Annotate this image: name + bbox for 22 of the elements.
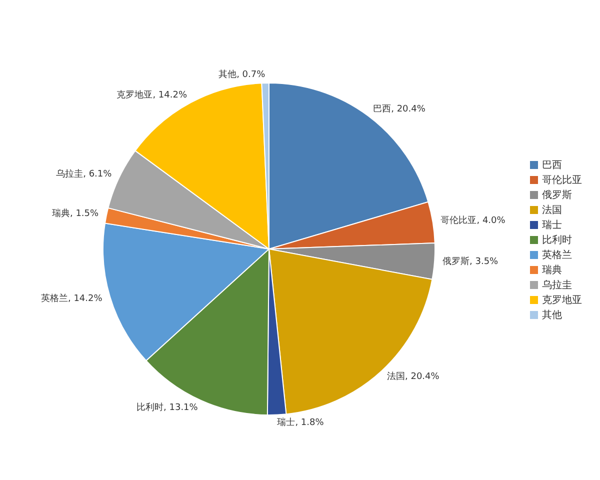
legend-label: 巴西	[542, 160, 562, 170]
data-label: 乌拉圭, 6.1%	[56, 168, 112, 180]
data-label: 俄罗斯, 3.5%	[442, 256, 499, 267]
data-label: 瑞士, 1.8%	[277, 416, 324, 428]
data-label: 法国, 20.4%	[387, 370, 440, 382]
data-label: 克罗地亚, 14.2%	[116, 90, 188, 101]
legend-label: 瑞典	[542, 264, 562, 276]
data-label: 瑞典, 1.5%	[52, 208, 100, 219]
data-label: 比利时, 13.1%	[136, 402, 198, 413]
data-label: 英格兰, 14.2%	[40, 292, 103, 304]
legend-label: 其他	[542, 310, 562, 320]
legend-label: 俄罗斯	[542, 190, 572, 200]
data-label: 巴西, 20.4%	[373, 104, 426, 115]
legend-label: 英格兰	[542, 250, 572, 260]
legend-label: 比利时	[542, 234, 572, 246]
legend-label: 法国	[542, 204, 562, 216]
data-label: 其他, 0.7%	[218, 69, 266, 80]
legend-label: 瑞士	[542, 220, 562, 230]
legend-label: 哥伦比亚	[542, 174, 582, 186]
legend-label: 克罗地亚	[542, 294, 582, 306]
legend-label: 乌拉圭	[542, 280, 572, 290]
data-label: 哥伦比亚, 4.0%	[440, 214, 506, 226]
